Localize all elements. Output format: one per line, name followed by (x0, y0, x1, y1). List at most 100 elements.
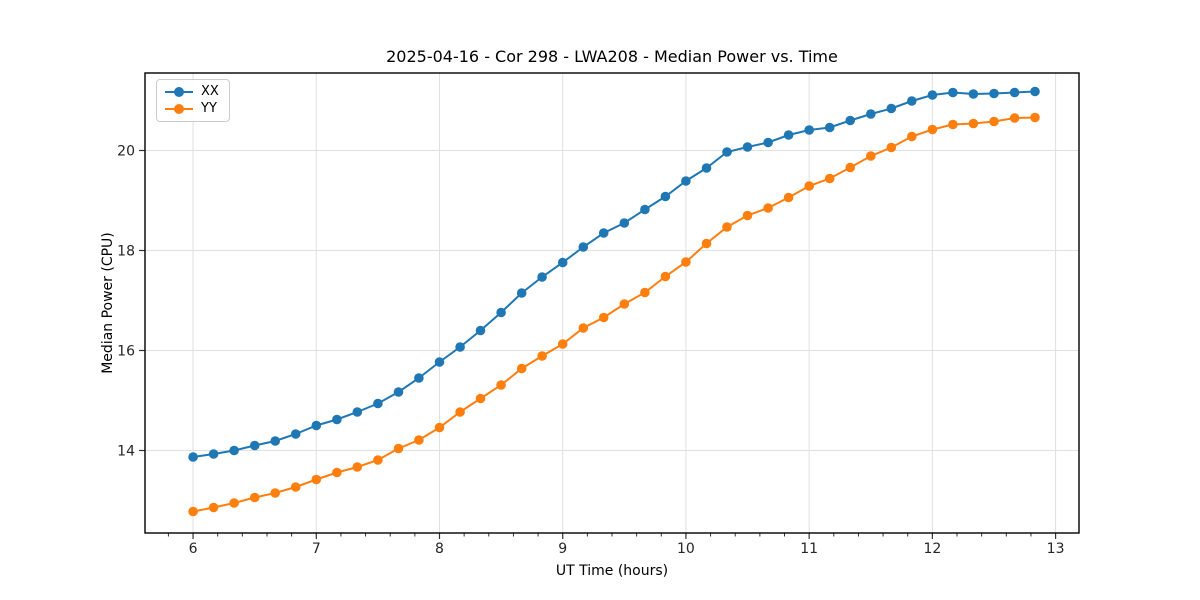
series-xx-point (311, 420, 322, 431)
series-yy-point (557, 339, 568, 349)
series-yy-point (208, 502, 219, 513)
series-xx-point (434, 357, 445, 367)
series-xx-point (1030, 86, 1040, 97)
series-xx-point (1009, 87, 1020, 98)
series-yy-point (681, 257, 691, 267)
series-xx-point (516, 288, 527, 298)
series-yy-point (763, 203, 773, 213)
series-xx-point (824, 122, 835, 133)
series-xx-point (188, 452, 198, 462)
series-xx-point (598, 228, 609, 238)
y-ticks (139, 149, 145, 452)
x-gridlines (192, 73, 1057, 533)
series-yy-point (373, 455, 383, 465)
series-yy-point (434, 422, 445, 433)
series-xx-point (496, 307, 506, 318)
legend-item-yy: YY (165, 102, 219, 116)
svg-text:14: 14 (117, 444, 135, 460)
legend-label-yy: YY (201, 101, 217, 116)
y-axis-label: Median Power (CPU) (100, 232, 116, 374)
series-xx-point (270, 436, 281, 446)
x-ticks (192, 533, 1057, 539)
series-yy (188, 112, 1040, 517)
series-yy-point (516, 363, 527, 374)
svg-text:6: 6 (189, 541, 198, 557)
legend: XX YY (156, 79, 230, 122)
series-yy-point (537, 351, 547, 361)
series-yy-point (598, 312, 609, 323)
series-xx-point (907, 96, 917, 106)
svg-text:12: 12 (923, 541, 941, 557)
y-tick-labels: 14 16 18 20 (117, 144, 135, 460)
series-yy-point (927, 124, 938, 135)
series-xx-point (701, 163, 712, 173)
series-xx-point (455, 342, 465, 352)
xx-series-marker-icon (165, 87, 193, 97)
series-xx-point (290, 429, 301, 439)
series-xx-point (229, 445, 239, 456)
svg-text:8: 8 (435, 541, 444, 557)
series-yy-point (475, 393, 486, 404)
svg-text:16: 16 (117, 344, 135, 360)
x-tick-labels: 6 7 8 9 10 11 12 13 (189, 541, 1065, 557)
series-xx-point (332, 414, 342, 425)
series-yy-point (229, 498, 239, 508)
svg-text:7: 7 (312, 541, 321, 557)
series-yy-point (311, 474, 322, 485)
series-yy-point (270, 488, 281, 498)
series-xx-point (249, 440, 260, 451)
series-xx-point (208, 449, 219, 459)
series-xx-line (192, 90, 1036, 458)
series-yy-point (783, 192, 794, 203)
series-xx-point (393, 387, 404, 397)
legend-item-xx: XX (165, 85, 219, 99)
series-xx-point (927, 90, 938, 100)
yy-series-marker-icon (165, 104, 193, 114)
series-xx-point (742, 142, 753, 152)
series-yy-point (393, 443, 404, 454)
series-yy-point (968, 118, 979, 129)
series-yy-point (578, 323, 589, 333)
series-yy-point (1030, 112, 1040, 123)
series-xx-point (681, 176, 691, 186)
series-yy-point (455, 407, 465, 417)
series-xx-point (886, 103, 897, 114)
series-xx-point (373, 398, 383, 409)
series-yy-point (742, 210, 753, 221)
series-yy-point (886, 142, 897, 153)
series-yy-point (188, 506, 198, 517)
series-xx-point (968, 89, 979, 99)
svg-text:13: 13 (1047, 541, 1065, 557)
series-xx-point (845, 115, 855, 126)
chart-title: 2025-04-16 - Cor 298 - LWA208 - Median P… (386, 47, 838, 66)
series-yy-line (192, 116, 1036, 513)
series-yy-point (496, 380, 506, 390)
series-xx-point (804, 125, 814, 135)
series-yy-point (352, 462, 363, 472)
series-xx-point (948, 87, 958, 98)
svg-text:11: 11 (800, 541, 818, 557)
series-yy-point (290, 482, 301, 492)
series-yy-point (249, 492, 260, 503)
svg-text:9: 9 (558, 541, 567, 557)
series-xx-point (414, 373, 424, 383)
series-xx-point (722, 147, 732, 157)
series-xx-point (866, 109, 876, 119)
series-yy-point (619, 299, 630, 309)
series-xx (188, 86, 1040, 462)
series-xx-point (783, 130, 794, 140)
svg-text:20: 20 (117, 144, 135, 160)
series-yy-point (414, 435, 424, 445)
series-yy-point (989, 116, 999, 127)
series-yy-point (1009, 113, 1020, 123)
series-xx-point (640, 204, 650, 215)
series-xx-point (557, 257, 568, 268)
series-yy-point (701, 238, 712, 249)
series-yy-point (845, 162, 855, 173)
series-xx-point (475, 325, 486, 336)
y-gridlines (145, 150, 1079, 451)
svg-text:18: 18 (117, 244, 135, 260)
svg-text:10: 10 (677, 541, 695, 557)
